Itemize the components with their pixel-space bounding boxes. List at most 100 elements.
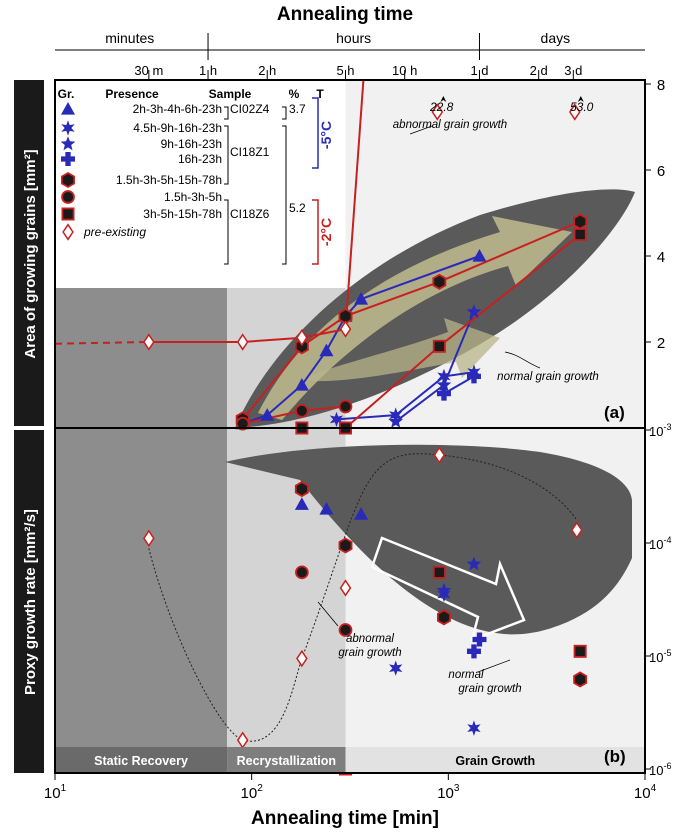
a-mark-star5-0 — [388, 413, 404, 428]
a-mark-cross-0 — [436, 386, 451, 401]
b-mark-diamond-5 — [570, 521, 583, 539]
legend-headers: Gr. Presence Sample% T — [58, 87, 325, 101]
top-tick-label-1: 1 h — [199, 63, 217, 78]
x-tick-label-2: 103 — [437, 783, 460, 802]
legend: Gr. Presence Sample% T 2h-3h-4h-6h-23h CI02Z… — [57, 82, 341, 286]
abnormal-leader-a — [409, 125, 433, 135]
panel-b: 10-3 10-4 10-5 10-6 abnormal grain growth n… — [54, 422, 671, 778]
b-ytick-label-1: 10-4 — [649, 535, 671, 552]
b-mark-diamond-2 — [296, 649, 308, 668]
a-mark-diamond-1 — [236, 333, 249, 351]
b-mark-hexagon-1 — [338, 537, 353, 554]
regime-band-1 — [227, 747, 346, 773]
panel-a-ylabel: Area of growing grains [mm²] — [22, 149, 39, 358]
offscale-label-2: 53.0 — [570, 100, 594, 114]
panel-b-ylabel-bar — [14, 430, 44, 773]
abnormal-leader-b — [317, 601, 339, 627]
legend-presence-1: 4.5h-9h-16h-23h — [133, 121, 222, 135]
legend-symbol-1 — [61, 120, 75, 136]
legend-percent-0: 3.7 — [289, 102, 306, 116]
a-mark-star6-0 — [329, 411, 344, 428]
a-mark-circle-1 — [295, 403, 309, 418]
top-axis-ticks: 30 m 1 h 2 h 5 h 10 h 1 d 2 d 3 d — [134, 63, 582, 80]
temp-bracket-blue — [312, 97, 319, 169]
panel-a-y-axis: 2 4 6 8 — [645, 77, 665, 352]
b-mark-diamond-4 — [433, 446, 446, 464]
annotation-normal-b-line1: normal — [448, 669, 484, 681]
top-group-0: minutes — [105, 30, 154, 46]
b-mark-diamond-0 — [143, 529, 155, 548]
b-mark-square-2 — [573, 644, 587, 658]
a-mark-star6-2 — [437, 368, 451, 385]
a-mark-cross-1 — [466, 369, 481, 384]
legend-brackets — [224, 106, 287, 265]
b-mark-star6-0 — [389, 660, 403, 676]
legend-symbol-4 — [61, 171, 75, 189]
legend-header-0: Gr. — [58, 87, 75, 101]
a-mark-hexagon-3 — [432, 273, 447, 290]
temp-label-red: -2°C — [318, 218, 334, 246]
top-group-2: days — [541, 30, 571, 46]
a-mark-circle-0 — [235, 416, 250, 431]
annotation-abnormal-a: abnormal grain growth — [393, 119, 507, 131]
b-mark-triangle-2 — [354, 507, 369, 520]
annotation-normal-a: normal grain growth — [497, 371, 599, 383]
a-ytick-label-2: 6 — [657, 163, 665, 180]
b-mark-square-1 — [432, 565, 446, 579]
a-ytick-label-3: 8 — [657, 77, 665, 94]
regime-label-0: Static Recovery — [94, 754, 188, 768]
normal-leader-a — [504, 351, 541, 369]
b-ytick-label-0: 10-3 — [649, 422, 671, 439]
legend-symbol-5 — [61, 190, 75, 204]
legend-sample-1: CI18Z1 — [230, 145, 270, 159]
a-mark-star5-1 — [436, 377, 452, 392]
regime-band-0 — [55, 747, 228, 773]
b-mark-hexagon-3 — [573, 671, 588, 688]
a-mark-triangle-1 — [260, 408, 275, 421]
panel-b-preexisting-trend — [148, 453, 578, 742]
b-ytick-label-3: 10-6 — [649, 761, 671, 778]
panel-a-ylabel-bar — [14, 80, 44, 426]
a-mark-diamond-5 — [568, 103, 581, 121]
x-tick-label-0: 101 — [44, 783, 67, 802]
legend-rows: 2h-3h-4h-6h-23h CI02Z4 3.7 4.5h-9h-16h-23h C… — [60, 102, 306, 241]
a-offscale-arrow-4 — [440, 96, 447, 102]
a-mark-square-2 — [432, 339, 446, 353]
annotation-normal-b-line2: grain growth — [458, 683, 521, 695]
b-mark-cross-1 — [472, 632, 487, 647]
panel-a-arrow-upper — [258, 216, 572, 420]
a-mark-circle-2 — [338, 399, 353, 414]
legend-header-2: Sample — [209, 87, 252, 101]
a-mark-star5-2 — [466, 304, 482, 319]
temp-label-blue: -5°C — [318, 121, 334, 149]
legend-presence-4: 1.5h-3h-5h-15h-78h — [116, 173, 222, 187]
panel-b-y-axis: 10-3 10-4 10-5 10-6 — [645, 422, 671, 778]
legend-header-1: Presence — [105, 87, 159, 101]
panel-a-label: (a) — [604, 403, 625, 422]
legend-symbol-7 — [62, 223, 74, 241]
top-time-axis: Annealing time minutes hours days 30 m 1 h 2… — [55, 4, 645, 80]
a-mark-triangle-6 — [472, 249, 487, 262]
panel-b-marks — [143, 446, 588, 776]
panel-b-frame — [54, 427, 646, 774]
a-mark-diamond-2 — [296, 328, 308, 347]
a-mark-square-3 — [573, 227, 587, 241]
a-line-cross — [443, 375, 475, 395]
regime-label-2: Grain Growth — [455, 754, 535, 768]
legend-symbol-3 — [61, 152, 75, 166]
top-tick-label-0: 30 m — [134, 63, 163, 78]
legend-symbol-6 — [61, 207, 75, 221]
a-mark-diamond-4 — [431, 103, 444, 121]
b-mark-star5-0 — [436, 582, 452, 597]
a-mark-diamond-0 — [143, 333, 155, 351]
top-axis-groups: minutes hours days — [105, 30, 570, 60]
a-line-preexisting-extrap — [54, 341, 149, 345]
offscale-label-1: 22.8 — [429, 100, 454, 114]
bottom-axis-ticks: 101 102 103 104 — [44, 773, 657, 802]
x-tick-label-1: 102 — [241, 783, 264, 802]
panel-b-growth-field — [225, 444, 632, 635]
panel-b-arrow — [370, 536, 526, 643]
b-mark-diamond-3 — [339, 579, 352, 597]
panel-b-ylabel: Proxy growth rate [mm²/s] — [22, 509, 39, 695]
